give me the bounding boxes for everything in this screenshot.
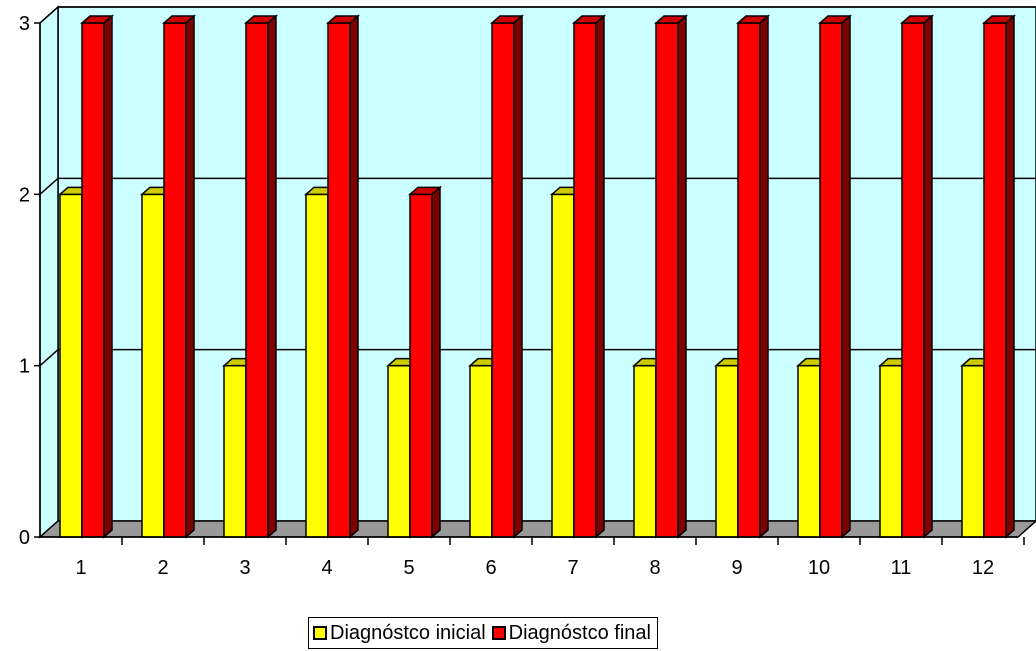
x-tick-label: 5 [403,557,414,579]
legend-swatch-series-1 [313,626,327,640]
x-tick-label: 2 [157,557,168,579]
x-tick-label: 8 [649,557,660,579]
legend-swatch-series-2 [491,626,506,640]
chart-walls [38,5,1036,539]
bar [654,14,688,539]
gridlines [39,6,1036,367]
x-tick-label: 10 [808,557,830,579]
bar [326,14,360,539]
bar [490,14,524,539]
bar [162,14,196,539]
x-tick-label: 11 [891,557,912,579]
legend: Diagnóstco inicial Diagnóstco final [308,617,658,649]
y-tick-label: 3 [19,13,30,35]
back-wall [57,6,1036,522]
x-tick-label: 9 [731,557,742,579]
bar [982,14,1016,539]
gridline [39,348,1036,367]
side-wall [39,5,59,539]
x-tick-label: 4 [321,557,332,579]
bar [408,185,442,539]
x-tick-label: 12 [972,557,994,579]
gridline [39,177,1036,195]
legend-item-series-1: Diagnóstco inicial [313,622,486,645]
y-tick-label: 2 [19,184,30,206]
legend-item-series-2: Diagnóstco final [491,621,651,645]
bar [818,14,852,539]
axes [34,22,1025,545]
bar [736,14,770,539]
legend-label-series-2: Diagnóstco final [508,621,651,644]
x-tick-label: 1 [75,557,86,579]
y-tick-label: 0 [19,527,30,549]
bar [900,14,934,539]
bar [244,14,278,539]
x-tick-label: 3 [239,557,250,579]
x-tick-label: 6 [485,557,496,579]
gridline [39,6,1036,24]
bar [80,14,114,539]
x-tick-label: 7 [567,557,578,579]
y-tick-label: 1 [19,356,30,378]
legend-label-series-1: Diagnóstco inicial [330,621,486,644]
bar [572,14,606,539]
bars [58,14,1016,539]
